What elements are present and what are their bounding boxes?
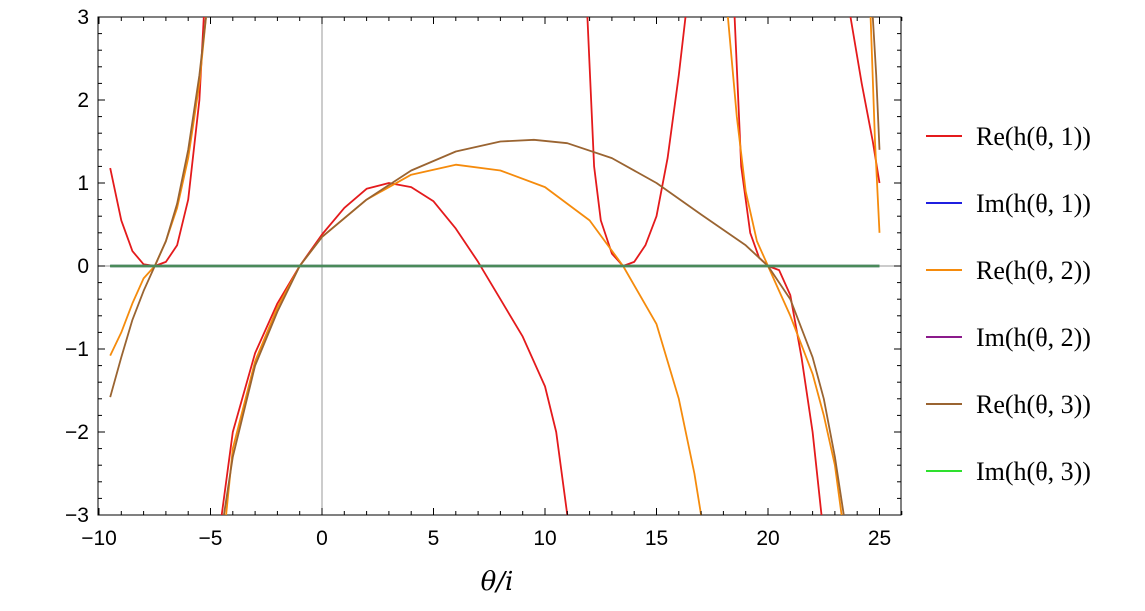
- y-tick-label: −3: [65, 504, 89, 527]
- series-line-1: [109, 17, 205, 267]
- legend-label-5: Re(h(θ, 3)): [976, 390, 1091, 419]
- legend-label-2: Im(h(θ, 1)): [976, 189, 1091, 218]
- series-line-5: [223, 138, 845, 515]
- series-layer: [109, 17, 881, 515]
- y-tick-label: 1: [77, 172, 89, 195]
- x-tick-label: −5: [199, 527, 223, 550]
- y-tick-label: −1: [65, 338, 89, 361]
- x-tick-label: 20: [756, 527, 779, 550]
- legend-label-6: Im(h(θ, 3)): [976, 457, 1091, 486]
- series-line-1: [586, 17, 687, 267]
- x-tick-label: −10: [81, 527, 117, 550]
- series-line-3: [727, 17, 843, 515]
- x-tick-label: 25: [868, 527, 891, 550]
- x-tick-label: 10: [533, 527, 556, 550]
- y-tick-label: 2: [77, 89, 89, 112]
- series-line-3: [869, 17, 881, 233]
- series-line-5: [109, 17, 207, 398]
- series-line-3: [109, 17, 207, 356]
- series-line-3: [225, 163, 702, 515]
- x-tick-label: 5: [428, 527, 440, 550]
- series-line-1: [733, 17, 823, 515]
- x-axis-label: θ/i: [481, 567, 514, 597]
- legend-label-1: Re(h(θ, 1)): [976, 122, 1091, 151]
- series-line-1: [220, 182, 569, 515]
- y-tick-label: 0: [77, 255, 89, 278]
- legend: Re(h(θ, 1)) Im(h(θ, 1)) Re(h(θ, 2)) Im(h(θ,…: [926, 122, 1091, 486]
- y-tick-label: 3: [77, 6, 89, 29]
- x-tick-label: 15: [645, 527, 668, 550]
- legend-label-3: Re(h(θ, 2)): [976, 256, 1091, 285]
- legend-label-4: Im(h(θ, 2)): [976, 323, 1091, 352]
- y-tick-label: −2: [65, 421, 89, 444]
- series-line-5: [871, 17, 881, 150]
- x-tick-label: 0: [316, 527, 328, 550]
